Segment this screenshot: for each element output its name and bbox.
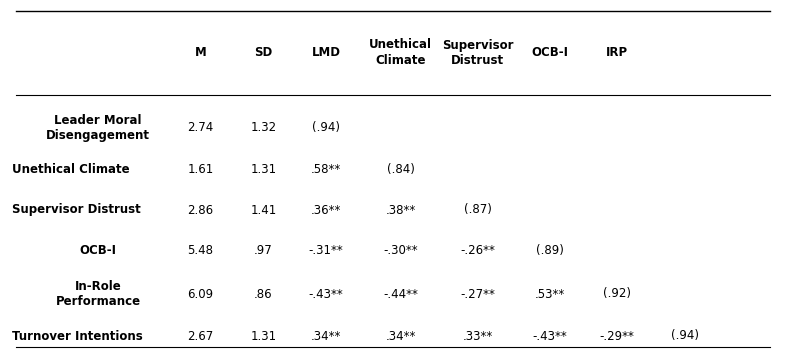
Text: LMD: LMD (312, 46, 340, 59)
Text: .58**: .58** (311, 163, 341, 176)
Text: 2.67: 2.67 (187, 329, 214, 343)
Text: -.44**: -.44** (384, 287, 418, 301)
Text: Supervisor Distrust: Supervisor Distrust (12, 203, 141, 217)
Text: .33**: .33** (463, 329, 493, 343)
Text: 1.41: 1.41 (250, 203, 277, 217)
Text: 2.86: 2.86 (187, 203, 214, 217)
Text: Unethical
Climate: Unethical Climate (369, 38, 432, 66)
Text: -.27**: -.27** (461, 287, 495, 301)
Text: .34**: .34** (311, 329, 341, 343)
Text: .38**: .38** (386, 203, 416, 217)
Text: OCB-I: OCB-I (79, 244, 117, 257)
Text: IRP: IRP (606, 46, 628, 59)
Text: (.92): (.92) (603, 287, 631, 301)
Text: .97: .97 (254, 244, 273, 257)
Text: Turnover Intentions: Turnover Intentions (12, 329, 142, 343)
Text: 5.48: 5.48 (187, 244, 214, 257)
Text: 2.74: 2.74 (187, 121, 214, 134)
Text: .86: .86 (254, 287, 273, 301)
Text: (.94): (.94) (312, 121, 340, 134)
Text: 1.31: 1.31 (250, 163, 277, 176)
Text: -.31**: -.31** (309, 244, 343, 257)
Text: .34**: .34** (386, 329, 416, 343)
Text: Unethical Climate: Unethical Climate (12, 163, 130, 176)
Text: Leader Moral
Disengagement: Leader Moral Disengagement (46, 114, 150, 142)
Text: 1.31: 1.31 (250, 329, 277, 343)
Text: In-Role
Performance: In-Role Performance (56, 280, 141, 308)
Text: SD: SD (254, 46, 273, 59)
Text: -.30**: -.30** (384, 244, 418, 257)
Text: (.89): (.89) (536, 244, 564, 257)
Text: M: M (195, 46, 206, 59)
Text: 1.32: 1.32 (250, 121, 277, 134)
Text: .53**: .53** (535, 287, 565, 301)
Text: -.43**: -.43** (309, 287, 343, 301)
Text: .36**: .36** (311, 203, 341, 217)
Text: -.43**: -.43** (533, 329, 567, 343)
Text: 6.09: 6.09 (187, 287, 214, 301)
Text: (.84): (.84) (387, 163, 415, 176)
Text: (.87): (.87) (464, 203, 492, 217)
Text: 1.61: 1.61 (187, 163, 214, 176)
Text: (.94): (.94) (671, 329, 700, 343)
Text: -.29**: -.29** (600, 329, 634, 343)
Text: Supervisor
Distrust: Supervisor Distrust (443, 38, 513, 66)
Text: OCB-I: OCB-I (531, 46, 569, 59)
Text: -.26**: -.26** (461, 244, 495, 257)
